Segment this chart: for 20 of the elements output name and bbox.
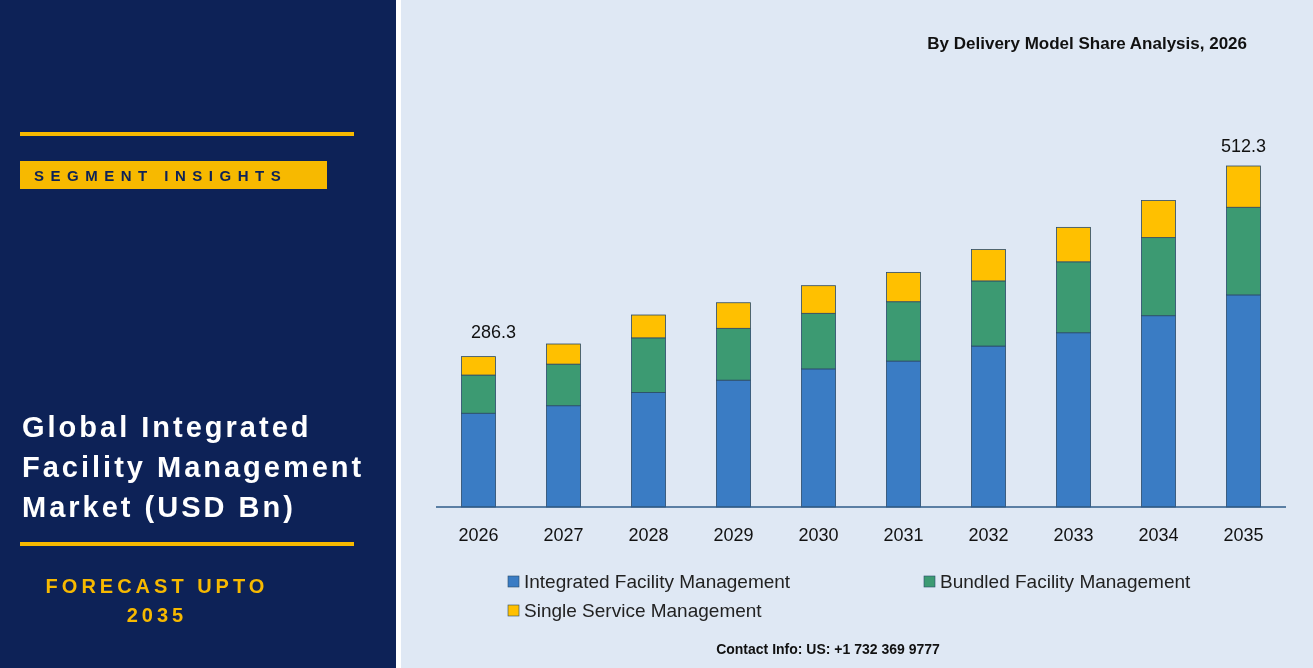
x-tick-label: 2029 xyxy=(713,525,754,545)
x-tick-label: 2030 xyxy=(798,525,839,545)
x-tick-label: 2033 xyxy=(1053,525,1094,545)
text: Global Integrated Facility Management Market (USD Bn) xyxy=(22,411,365,523)
annotation: 286.3 xyxy=(470,321,517,342)
x-tick-label: 2031 xyxy=(883,525,924,545)
x-tick-label: 2035 xyxy=(1223,525,1264,545)
text: FORECAST UPTO 2035 xyxy=(45,575,269,626)
x-tick-label: 2032 xyxy=(968,525,1009,545)
x-tick-label: 2026 xyxy=(458,525,499,545)
legend-label: Bundled Facility Management xyxy=(940,571,1192,592)
x-tick-label: 2027 xyxy=(543,525,584,545)
text: SEGMENT INSIGHTS xyxy=(34,167,288,184)
chart-subtitle: By Delivery Model Share Analysis, 2026 xyxy=(927,34,1247,53)
legend-label: Single Service Management xyxy=(524,600,763,621)
x-tick-label: 2028 xyxy=(628,525,669,545)
legend-label: Integrated Facility Management xyxy=(524,571,791,592)
x-tick-label: 2034 xyxy=(1138,525,1179,545)
annotation: 512.3 xyxy=(1220,136,1267,156)
text: Contact Info: US: +1 732 369 9777 xyxy=(716,641,941,657)
